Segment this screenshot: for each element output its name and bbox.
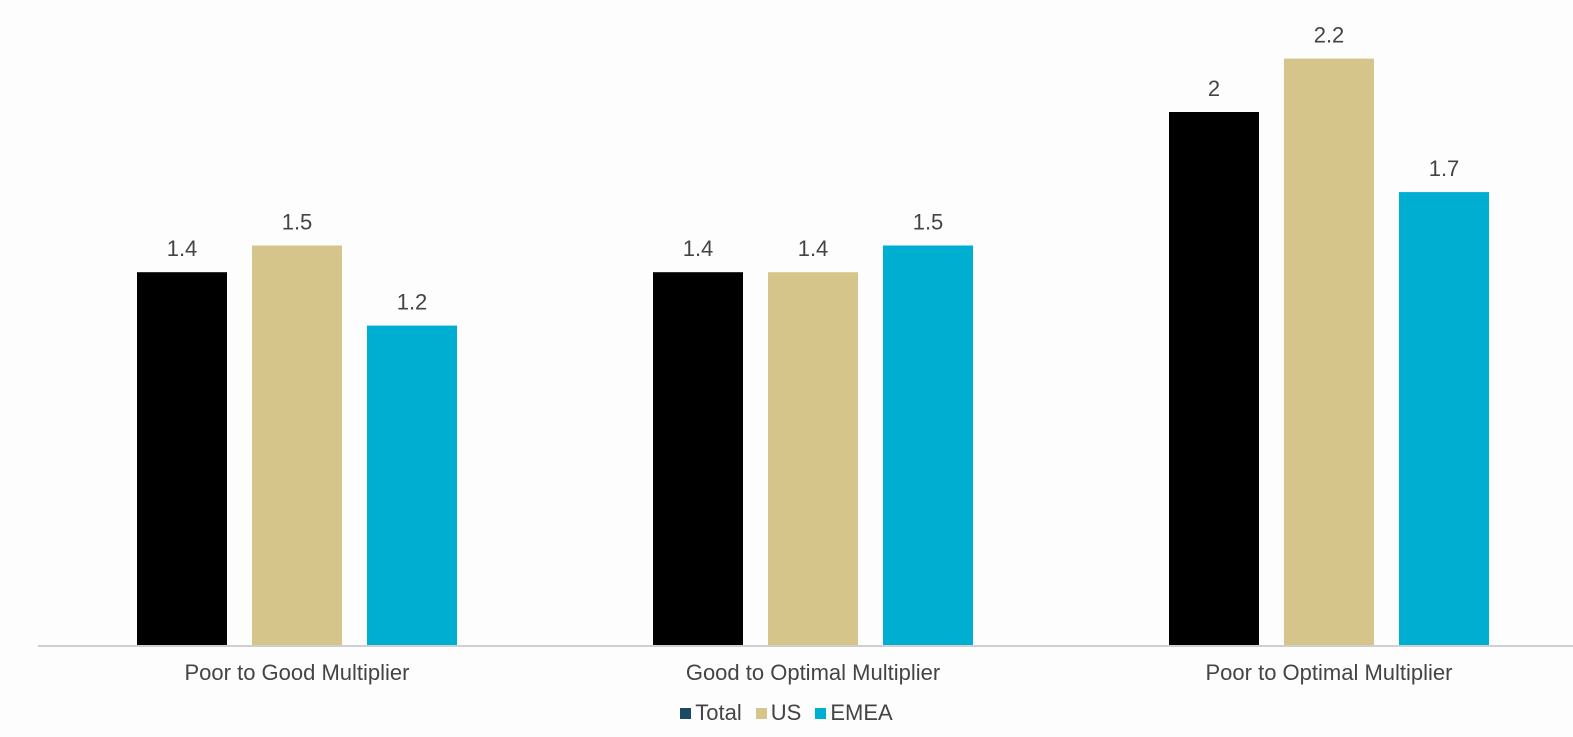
bar-total-2 xyxy=(653,272,743,646)
data-labels-layer: 1.4 1.5 1.2 1.4 1.4 1.5 2 2.2 1.7 xyxy=(167,23,1460,315)
x-tick-label-2: Good to Optimal Multiplier xyxy=(686,660,940,685)
legend-label-emea: EMEA xyxy=(830,700,893,725)
data-label-us-3: 2.2 xyxy=(1314,23,1345,48)
bar-us-2 xyxy=(768,272,858,646)
bar-total-3 xyxy=(1169,112,1259,646)
bar-us-3 xyxy=(1284,58,1374,647)
data-label-total-3: 2 xyxy=(1208,76,1220,101)
x-tick-labels-layer: Poor to Good Multiplier Good to Optimal M… xyxy=(185,660,1453,685)
data-label-emea-2: 1.5 xyxy=(913,210,944,235)
legend-label-us: US xyxy=(770,700,802,725)
legend-item-us: US xyxy=(755,700,802,726)
data-label-emea-3: 1.7 xyxy=(1429,156,1460,181)
data-label-us-2: 1.4 xyxy=(798,236,829,261)
legend: Total US EMEA xyxy=(0,700,1573,726)
bar-emea-3 xyxy=(1399,192,1489,646)
legend-swatch-emea xyxy=(815,707,827,719)
x-tick-label-1: Poor to Good Multiplier xyxy=(185,660,410,685)
bars-layer xyxy=(137,58,1489,647)
legend-item-total: Total xyxy=(680,700,742,726)
bar-emea-1 xyxy=(367,325,457,646)
legend-swatch-total xyxy=(680,707,692,719)
data-label-us-1: 1.5 xyxy=(282,210,313,235)
bar-emea-2 xyxy=(883,245,973,646)
bar-total-1 xyxy=(137,272,227,646)
data-label-emea-1: 1.2 xyxy=(397,290,428,315)
x-tick-label-3: Poor to Optimal Multiplier xyxy=(1206,660,1453,685)
legend-item-emea: EMEA xyxy=(815,700,893,726)
data-label-total-2: 1.4 xyxy=(683,236,714,261)
bar-us-1 xyxy=(252,245,342,646)
legend-swatch-us xyxy=(755,707,767,719)
data-label-total-1: 1.4 xyxy=(167,236,198,261)
legend-label-total: Total xyxy=(695,700,742,725)
